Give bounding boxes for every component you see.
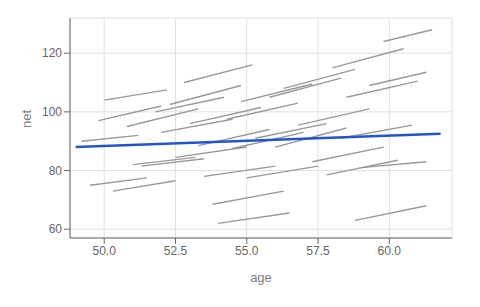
svg-text:60: 60 bbox=[49, 222, 63, 236]
svg-text:60.0: 60.0 bbox=[378, 244, 402, 258]
svg-text:55.0: 55.0 bbox=[235, 244, 259, 258]
svg-text:50.0: 50.0 bbox=[93, 244, 117, 258]
svg-text:52.5: 52.5 bbox=[164, 244, 188, 258]
svg-text:age: age bbox=[250, 270, 272, 285]
svg-text:100: 100 bbox=[42, 105, 62, 119]
svg-text:120: 120 bbox=[42, 46, 62, 60]
svg-text:net: net bbox=[19, 110, 34, 128]
svg-text:80: 80 bbox=[49, 164, 63, 178]
svg-text:57.5: 57.5 bbox=[306, 244, 330, 258]
